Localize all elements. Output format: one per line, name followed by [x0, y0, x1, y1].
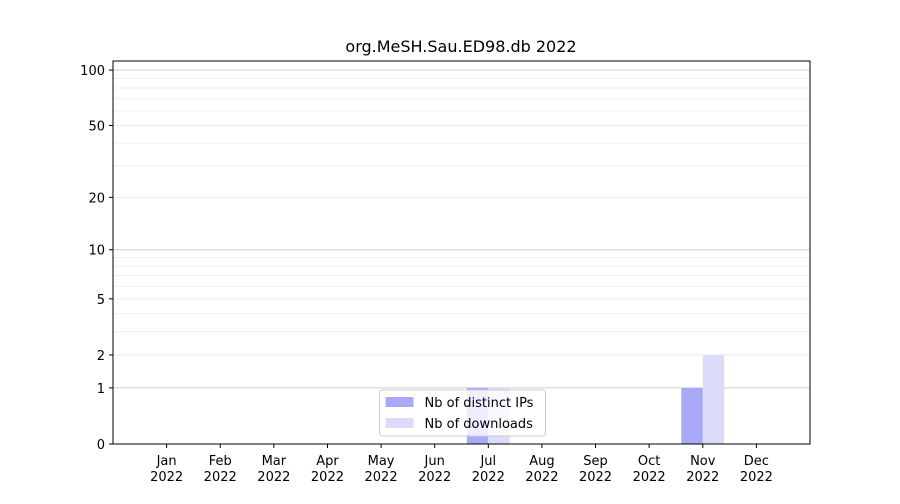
y-tick-label: 20 — [88, 191, 105, 206]
y-tick-label: 2 — [97, 349, 105, 364]
x-tick-label: May 2022 — [365, 454, 398, 485]
x-tick-label: Jan 2022 — [150, 454, 183, 485]
plot-frame — [112, 60, 811, 445]
legend-swatch — [385, 397, 414, 407]
bar — [681, 387, 703, 444]
x-tick-label: Apr 2022 — [311, 454, 344, 485]
x-tick-label: Nov 2022 — [686, 454, 719, 485]
x-tick-label: Sep 2022 — [579, 454, 612, 485]
y-tick-label: 0 — [97, 438, 105, 453]
legend-label: Nb of downloads — [425, 417, 534, 432]
bar — [702, 354, 725, 444]
y-tick-label: 1 — [97, 382, 105, 397]
y-tick-label: 100 — [80, 64, 105, 79]
x-tick-label: Jun 2022 — [418, 454, 451, 485]
y-tick-label: 10 — [88, 244, 105, 259]
x-tick-label: Dec 2022 — [740, 454, 773, 485]
y-tick-label: 50 — [88, 119, 105, 134]
x-tick-label: Jul 2022 — [472, 454, 505, 485]
x-tick-label: Feb 2022 — [204, 454, 237, 485]
legend-swatch — [385, 418, 414, 428]
x-tick-label: Aug 2022 — [525, 454, 558, 485]
legend-label: Nb of distinct IPs — [425, 396, 534, 411]
x-tick-label: Oct 2022 — [633, 454, 666, 485]
legend-box — [379, 389, 546, 437]
x-tick-label: Mar 2022 — [257, 454, 290, 485]
chart-title: org.MeSH.Sau.ED98.db 2022 — [345, 37, 576, 56]
y-tick-label: 5 — [97, 293, 105, 308]
